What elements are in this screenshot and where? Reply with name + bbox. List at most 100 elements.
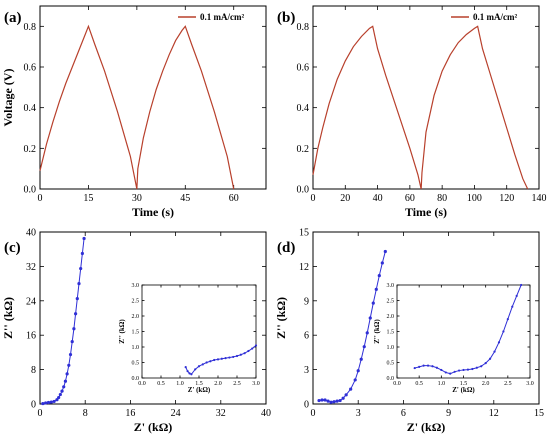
data-point (73, 312, 78, 316)
data-point (75, 297, 79, 301)
inset-y-tick-label: 1.5 (132, 330, 140, 336)
data-point (67, 363, 71, 367)
inset-data-point (466, 368, 470, 371)
inset-data-point (457, 369, 461, 372)
inset-y-tick-label: 3.0 (387, 283, 395, 289)
data-point (52, 399, 56, 404)
inset-y-tick-label: 2.5 (387, 299, 395, 305)
data-point (55, 398, 59, 402)
inset-data-point (243, 352, 246, 355)
inset-data-point (484, 362, 487, 365)
inset-data-point (520, 283, 523, 287)
data-point (344, 393, 348, 397)
data-point (62, 385, 66, 389)
inset-y-tick-label: 0.0 (387, 376, 395, 382)
series-line (39, 24, 235, 190)
x-tick-label: 24 (171, 408, 181, 419)
y-tick-label: 0.0 (24, 185, 37, 196)
inset-data-point (453, 370, 456, 373)
inset-data-point (431, 365, 434, 368)
x-axis-label: Time (s) (405, 205, 447, 219)
inset-data-point (235, 354, 239, 358)
y-axis-label: Z'' (kΩ) (274, 297, 288, 339)
legend-label: 0.1 mA/cm² (473, 12, 517, 22)
x-axis-label: Time (s) (132, 205, 174, 219)
inset-x-tick-label: 3.0 (252, 381, 260, 387)
inset-data-point (511, 305, 514, 308)
x-tick-label: 15 (83, 193, 93, 204)
data-point (57, 395, 61, 400)
y-tick-label: 0 (304, 400, 309, 411)
x-tick-label: 100 (467, 193, 482, 204)
inset-data-point (194, 368, 197, 371)
x-tick-label: 20 (340, 193, 350, 204)
inset-data-point (209, 360, 212, 363)
data-point (68, 352, 73, 357)
data-point (362, 345, 366, 349)
inset-y-tick-label: 1.0 (132, 345, 140, 351)
inset-y-tick-label: 1.5 (387, 330, 395, 336)
inset-axes-d: 0.0 0.5 1.0 1.5 2.0 2.5 3.0 0.0 0.5 1.0 1.5 2.0 2.5 3… (373, 283, 534, 394)
inset-data-point (232, 355, 235, 359)
panel-label-d: (d) (277, 240, 295, 256)
plot-frame (39, 5, 267, 190)
inset-data-point (186, 370, 189, 373)
inset-x-tick-label: 2.0 (214, 381, 222, 387)
inset-x-tick-label: 2.5 (233, 381, 241, 387)
data-point (63, 379, 68, 383)
inset-data-point (197, 365, 201, 368)
inset-data-point (497, 341, 501, 344)
inset-data-point (216, 358, 220, 361)
inset-data-point (440, 368, 443, 372)
x-tick-label: 9 (446, 408, 451, 419)
data-point (317, 398, 321, 403)
data-point (365, 331, 369, 335)
data-point (41, 401, 45, 406)
data-point (72, 327, 76, 331)
inset-y-tick-label: 0.5 (132, 361, 140, 367)
x-tick-label: 60 (229, 193, 239, 204)
data-point (359, 357, 363, 361)
x-tick-label: 40 (261, 408, 271, 419)
data-point (377, 273, 381, 278)
data-point (335, 399, 339, 403)
y-tick-label: 0 (31, 400, 36, 411)
inset-data-point (188, 372, 191, 375)
x-tick-label: 12 (489, 408, 499, 419)
y-tick-label: 8 (31, 365, 36, 376)
inset-data-point (254, 344, 258, 347)
y-tick-label: 9 (304, 296, 309, 307)
inset-data-point (205, 361, 208, 364)
inset-x-tick-label: 1.5 (195, 381, 203, 387)
x-tick-label: 45 (180, 193, 190, 204)
y-tick-label: 12 (299, 262, 309, 273)
inset-data-point (251, 347, 254, 350)
inset-data-point (418, 365, 421, 368)
x-tick-label: 32 (216, 408, 226, 419)
inset-x-tick-label: 3.0 (526, 381, 534, 387)
inset-y-tick-label: 0.5 (387, 361, 395, 367)
y-tick-label: 0.2 (24, 144, 37, 155)
data-point (77, 282, 81, 286)
x-tick-label: 0 (38, 193, 43, 204)
inset-axes-c: 0.0 0.5 1.0 1.5 2.0 2.5 3.0 0.0 0.5 1.0 1.5 2.0 2.5 3… (118, 283, 260, 394)
data-point (79, 266, 83, 271)
inset-data-point (413, 366, 416, 370)
y-tick-label: 0.6 (297, 63, 310, 74)
inset-plot-frame (396, 284, 531, 379)
inset-x-tick-label: 1.0 (438, 381, 446, 387)
series-line (312, 25, 529, 190)
legend-label: 0.1 mA/cm² (200, 12, 244, 22)
inset-data-point (426, 364, 430, 367)
inset-x-tick-label: 2.5 (504, 381, 512, 387)
inset-y-tick-label: 0.0 (132, 376, 140, 382)
data-point (380, 261, 384, 265)
y-tick-label: 15 (299, 228, 309, 239)
data-point (65, 372, 69, 376)
inset-y-axis-label: Z'' (kΩ) (373, 319, 381, 344)
data-point (323, 398, 327, 402)
inset-plot-frame (141, 284, 257, 379)
inset-data-point (422, 364, 425, 367)
axes-a: 0 15 30 45 60 0.0 0.2 0.4 0.6 0.8 Time (s) Voltage … (1, 5, 267, 219)
